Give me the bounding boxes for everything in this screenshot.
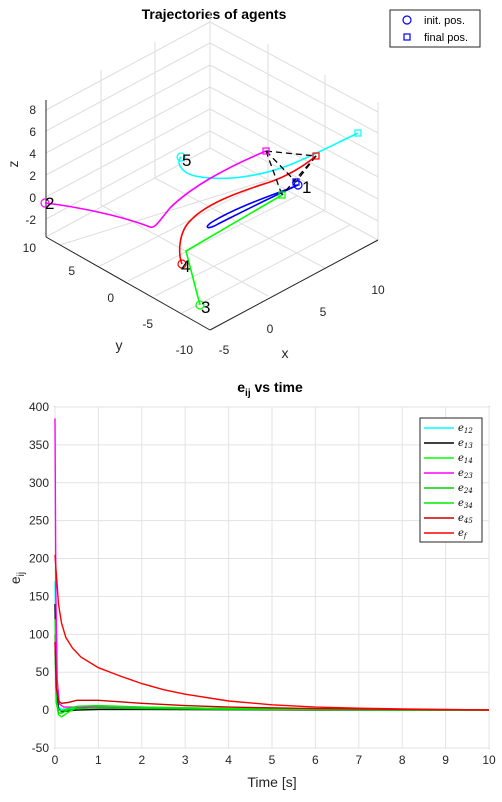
final-marker-agent-1 (292, 178, 300, 186)
y-tick: 10 (23, 241, 37, 255)
z-tick: 6 (29, 125, 36, 139)
error-plot: eij vs time 0 1 2 3 4 5 6 7 8 9 10-500501001502002… (7, 379, 496, 790)
plot2d-title: eij vs time (237, 379, 303, 399)
trajectory-agent-4 (178, 155, 317, 265)
legend-label: e34 (458, 498, 473, 510)
y-tick: 0 (107, 291, 114, 305)
legend-label: e12 (458, 423, 473, 435)
initial-position-markers (40, 152, 303, 310)
plot3d-x-ticks: -5 0 5 10 x (219, 283, 385, 361)
y-tick: -10 (176, 343, 194, 357)
x-tick-label: 10 (482, 753, 496, 767)
legend-label: e45 (458, 513, 473, 525)
legend-label: e13 (458, 438, 473, 450)
x-tick-label: 5 (269, 753, 276, 767)
agent-label: 1 (302, 178, 311, 197)
agent-trajectories (44, 132, 359, 306)
series-line-f (54, 554, 490, 711)
x-tick: -5 (219, 343, 230, 357)
x-tick-label: 9 (442, 753, 449, 767)
y-tick-label: 400 (29, 400, 49, 414)
x-tick-label: 3 (182, 753, 189, 767)
legend-init-marker (402, 15, 412, 25)
y-tick-label: 350 (29, 438, 49, 452)
plot3d-legend: init. pos. final pos. (389, 9, 481, 48)
final-marker-agent-2 (262, 147, 270, 155)
y-tick-label: 0 (42, 703, 49, 717)
y-tick: 5 (68, 264, 75, 278)
agent-labels: 1 2 3 4 5 (45, 151, 311, 317)
x-tick-label: 6 (312, 753, 319, 767)
legend-label: e24 (458, 483, 473, 495)
legend-init-label: init. pos. (424, 15, 465, 27)
plot3d-axes (45, 100, 379, 331)
z-tick: 0 (29, 191, 36, 205)
init-marker-agent-4 (177, 259, 187, 269)
z-tick: 8 (29, 103, 36, 117)
plot2d-x-axis-label: Time [s] (247, 774, 296, 790)
x-tick: 10 (371, 283, 385, 297)
init-marker-agent-5 (176, 152, 186, 162)
x-tick: 0 (267, 322, 274, 336)
final-marker-agent-4 (312, 152, 320, 160)
y-tick: -5 (142, 317, 153, 331)
x-tick-label: 0 (52, 753, 59, 767)
x-tick: 5 (320, 305, 327, 319)
trajectory-agent-2 (44, 150, 267, 229)
y-tick-label: 300 (29, 476, 49, 490)
y-tick-label: 150 (29, 589, 49, 603)
x-tick-label: 4 (225, 753, 232, 767)
trajectory-agent-3 (185, 194, 283, 306)
legend-box (419, 417, 483, 543)
y-axis-label: y (116, 337, 123, 353)
init-marker-agent-3 (195, 300, 205, 310)
plot3d-y-ticks: 10 5 0 -5 -10 y (23, 241, 194, 357)
z-tick: 2 (29, 169, 36, 183)
x-tick-label: 8 (399, 753, 406, 767)
agent-label: 3 (201, 298, 210, 317)
y-tick-label: -50 (32, 741, 50, 755)
plot2d-legend: e12 e13 e14 e23 e24 e34 e45 ef (419, 417, 483, 543)
x-tick-label: 1 (95, 753, 102, 767)
trajectory-plot-3d: Trajectories of agents (5, 6, 481, 361)
x-tick-label: 7 (355, 753, 362, 767)
final-position-markers (262, 129, 362, 199)
z-tick: -2 (25, 213, 36, 227)
agent-label: 4 (181, 257, 190, 276)
init-marker-agent-2 (40, 198, 50, 208)
plot3d-z-ticks: 8 6 4 2 0 -2 z (5, 103, 36, 227)
agent-label: 5 (182, 151, 191, 170)
y-tick-label: 50 (36, 665, 50, 679)
legend-final-label: final pos. (424, 32, 468, 44)
plot3d-grid (45, 12, 379, 331)
y-tick-label: 250 (29, 514, 49, 528)
legend-label: ef (458, 528, 468, 540)
final-formation (265, 150, 317, 196)
y-tick-label: 200 (29, 552, 49, 566)
plot2d-y-axis-label: eij (7, 572, 27, 584)
plot2d-grid (54, 406, 490, 749)
series-line-34 (54, 649, 490, 712)
trajectory-agent-5 (178, 132, 359, 180)
series-line-45 (54, 641, 490, 711)
trajectory-agent-1 (206, 184, 299, 229)
y-tick-label: 100 (29, 627, 49, 641)
agent-label: 2 (45, 194, 54, 213)
z-axis-label: z (5, 161, 21, 168)
x-axis-label: x (282, 345, 289, 361)
final-marker-agent-3 (278, 191, 286, 199)
legend-final-marker (403, 33, 411, 41)
plot3d-title: Trajectories of agents (142, 6, 287, 22)
x-tick-label: 2 (138, 753, 145, 767)
plot2d-series (54, 418, 490, 718)
z-tick: 4 (29, 147, 36, 161)
legend-label: e14 (458, 453, 473, 465)
legend-label: e23 (458, 468, 473, 480)
final-marker-agent-5 (354, 129, 362, 137)
